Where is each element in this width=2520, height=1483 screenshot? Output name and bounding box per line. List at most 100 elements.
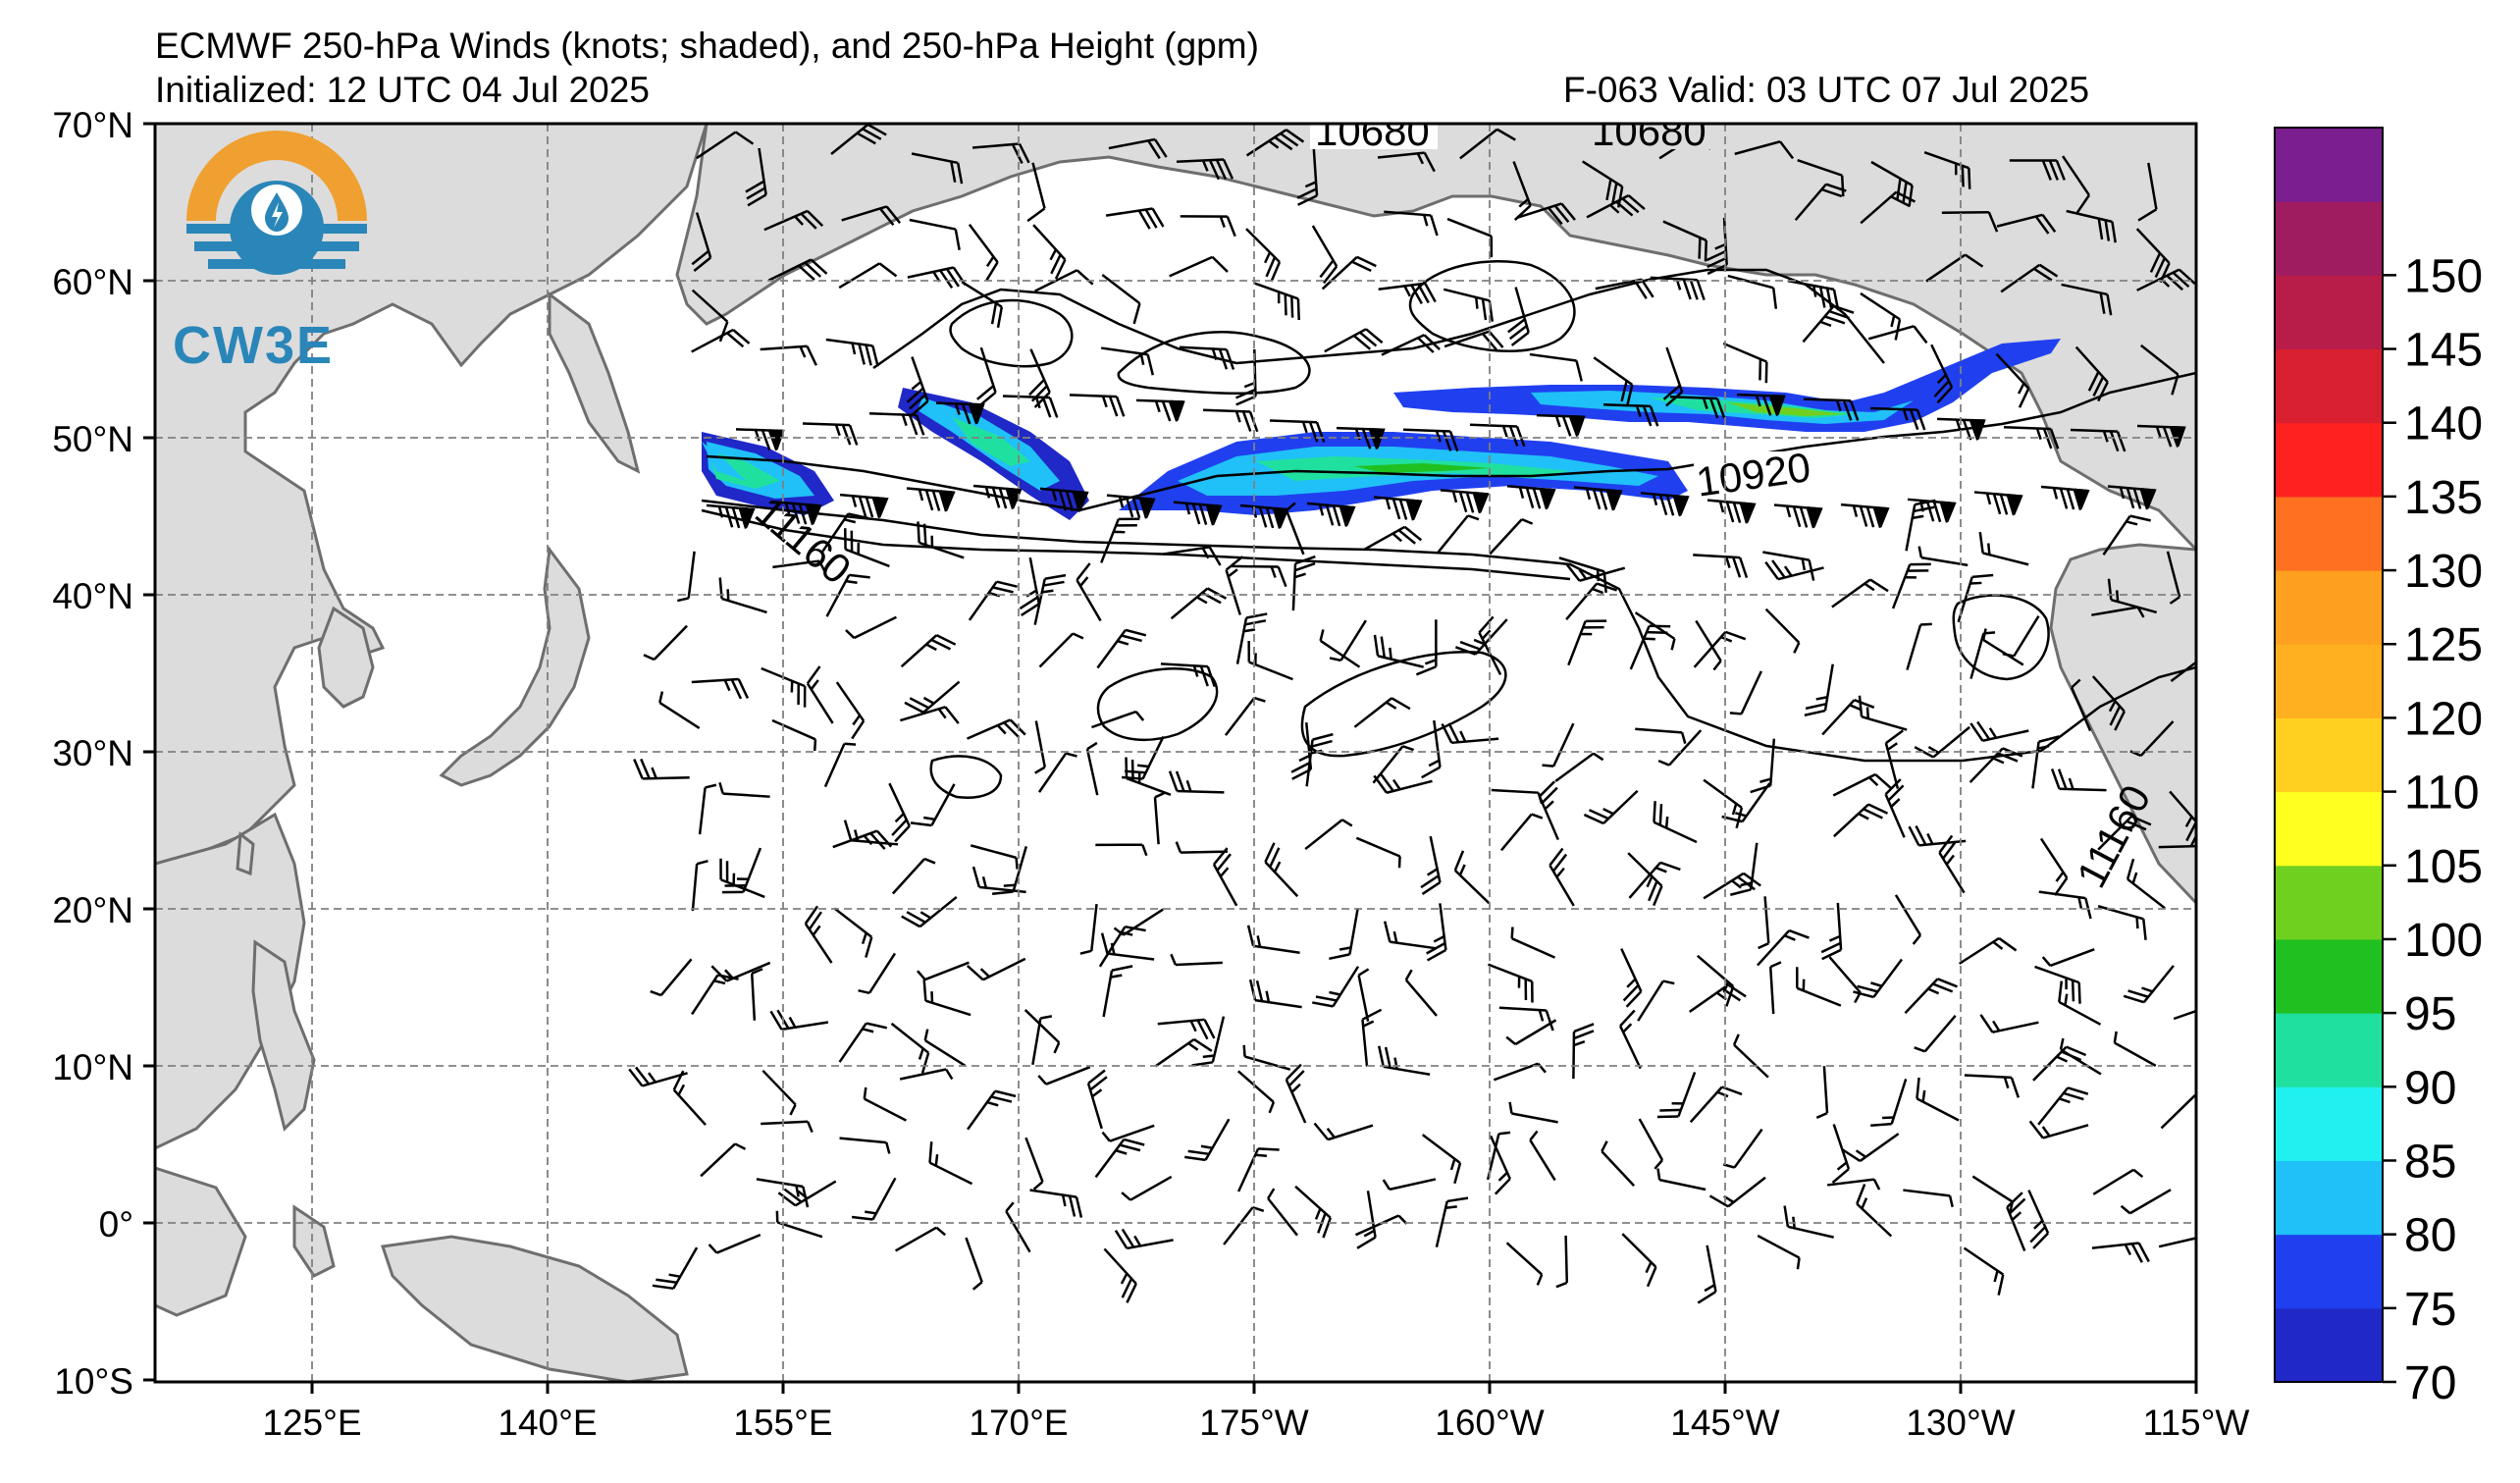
wind-barb (1529, 352, 1583, 382)
wind-barb (1026, 162, 1046, 223)
alaska-siberia (675, 124, 2196, 553)
wind-barbs (628, 124, 2196, 1304)
wind-barb (1498, 1006, 1554, 1032)
wind-barb (1963, 1246, 2005, 1296)
colorbar-label: 145 (2404, 325, 2483, 377)
wind-barb (968, 580, 1018, 621)
wind-barb (2166, 551, 2181, 605)
wind-barb (1102, 965, 1133, 1018)
wind-barb (1572, 1023, 1595, 1080)
wind-barb (1421, 719, 1442, 779)
wind-barb (1657, 729, 1703, 767)
colorbar-swatch (2275, 1160, 2383, 1236)
axis-ticks (143, 122, 2198, 1394)
colorbar-swatch (2275, 938, 2383, 1014)
wind-barb (763, 209, 824, 232)
wind-barb (868, 412, 925, 436)
wind-barb (1095, 843, 1148, 857)
wind-barb (1804, 663, 1834, 716)
wind-barb (1831, 1124, 1851, 1184)
wind-barb (1291, 555, 1316, 611)
wind-barb (1916, 1077, 1960, 1122)
wind-barb (1981, 628, 2024, 666)
wind-barb (1508, 1101, 1558, 1124)
wind-barb (1996, 213, 2057, 235)
philippines (251, 939, 316, 1132)
wind-barb (1620, 948, 1643, 1008)
contour-low-3 (929, 755, 1003, 799)
wind-barb (1506, 484, 1556, 510)
wind-barb (1304, 819, 1353, 851)
japan (439, 546, 591, 787)
initialized-time: Initialized: 12 UTC 04 Jul 2025 (155, 70, 650, 110)
contour-high-3 (949, 298, 1074, 368)
wind-barb (1441, 722, 1499, 745)
wind-barb (722, 847, 762, 894)
wind-barb (904, 680, 961, 714)
wind-barb (1908, 824, 1967, 847)
wind-barb (2092, 1168, 2144, 1195)
wind-barb (1453, 850, 1491, 905)
wind-barb (1536, 413, 1586, 437)
wind-barb (1076, 562, 1102, 622)
wind-barb (844, 528, 890, 568)
latitude-labels: 70°N 60°N 50°N 40°N 30°N 20°N 10°N 0° 10… (52, 105, 133, 1402)
wind-barb (1329, 907, 1359, 961)
wind-barb (1964, 1074, 2021, 1098)
wind-barb (1618, 1009, 1642, 1070)
colorbar-swatch (2275, 570, 2383, 645)
wind-barb (1236, 1070, 1276, 1114)
wind-barb (1764, 608, 1801, 654)
wind-barb (1242, 1044, 1291, 1071)
wind-barb (2107, 578, 2157, 614)
wind-barb (1113, 908, 1164, 936)
indonesia (155, 1166, 247, 1317)
lon-label-130w: 130°W (1906, 1403, 2016, 1443)
wind-barb (838, 1022, 888, 1063)
wind-barb (1995, 352, 2030, 408)
wind-barb (2074, 345, 2109, 402)
jet-streak-japan (702, 442, 746, 481)
wind-barb (672, 1070, 707, 1126)
contour-low-1 (1096, 667, 1219, 742)
wind-barb (706, 503, 756, 529)
maluku (292, 1204, 336, 1278)
wind-barb (1160, 662, 1216, 687)
colorbar-swatch (2275, 201, 2383, 276)
wind-barb (1516, 202, 1576, 226)
wind-barb (1802, 304, 1855, 344)
wind-barb (928, 1141, 973, 1186)
wind-barb (894, 1226, 947, 1252)
wind-barb (1637, 980, 1675, 1022)
lat-label-30n: 30°N (52, 733, 133, 773)
wind-barb (890, 1022, 930, 1074)
wind-barb (825, 338, 879, 367)
wind-barb (718, 781, 770, 798)
wind-barb (1024, 1009, 1061, 1054)
wind-barb (1729, 842, 1759, 896)
wind-barb (1827, 1178, 1881, 1191)
wind-barb (1355, 836, 1401, 869)
wind-barb (1267, 1188, 1298, 1237)
wind-barb (1796, 967, 1842, 1007)
colorbar-label: 150 (2404, 250, 2483, 302)
wind-barb (2158, 1235, 2196, 1248)
wind-barb (972, 484, 1023, 509)
wind-barb (2058, 980, 2102, 1026)
wind-barb (1554, 752, 1604, 783)
wind-barb (1357, 968, 1370, 1022)
wind-barb (1108, 137, 1168, 160)
wind-barb (1722, 342, 1768, 384)
wind-barb (1377, 1045, 1431, 1077)
colorbar-label: 120 (2404, 693, 2483, 745)
gridlines (155, 124, 2196, 1382)
wind-barb (802, 422, 859, 446)
wind-barb (1489, 1135, 1511, 1195)
colorbar-label: 70 (2404, 1357, 2456, 1409)
wind-barb (1567, 619, 1607, 666)
wind-barb (650, 958, 693, 997)
wind-barb (2066, 209, 2117, 243)
contour-low-4 (1952, 594, 2050, 681)
wind-barb (1693, 630, 1747, 668)
